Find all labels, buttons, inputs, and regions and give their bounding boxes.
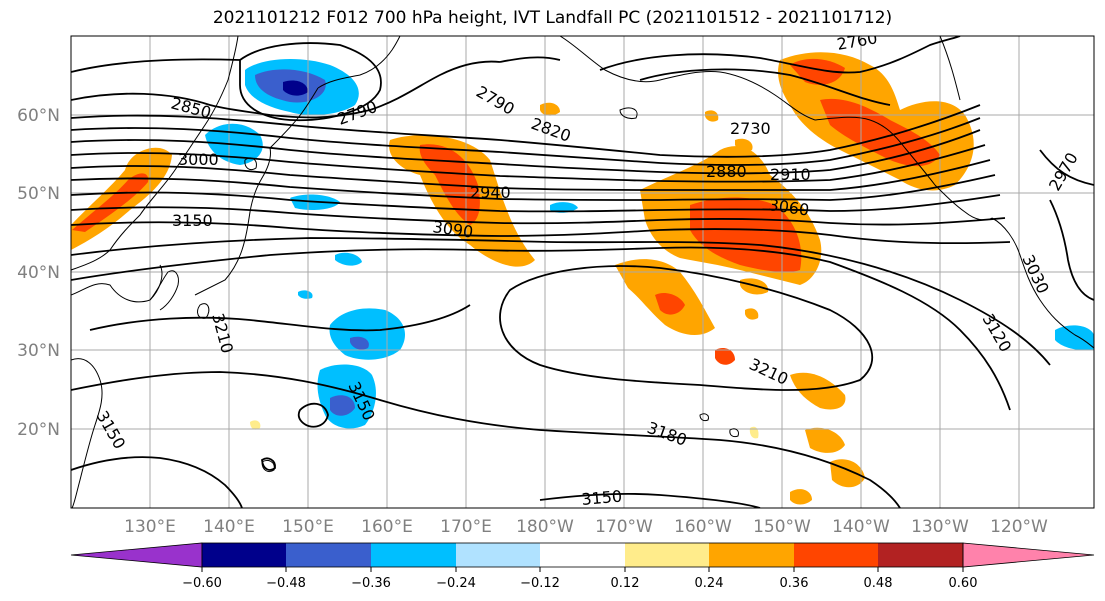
colorbar-tick-label: 0.24 — [695, 576, 724, 591]
ivt-positive-region — [745, 308, 759, 320]
map-frame — [70, 35, 1095, 509]
lat-label-20n: 20°N — [17, 420, 60, 440]
ivt-negative-region — [329, 308, 405, 360]
colorbar-tick-label: −0.36 — [351, 576, 391, 591]
colorbar-segment — [709, 543, 794, 567]
ivt-positive-region — [820, 98, 940, 167]
colorbar-tick-marks — [201, 567, 964, 572]
colorbar-segment — [625, 543, 709, 567]
ivt-negative-region — [550, 202, 578, 213]
ivt-positive-region — [655, 293, 685, 315]
colorbar-tick-label: −0.48 — [266, 576, 306, 591]
height-contours — [71, 36, 1094, 508]
lat-label-60n: 60°N — [17, 106, 60, 126]
ivt-positive-region — [715, 348, 735, 365]
contour-label: 2880 — [706, 162, 747, 181]
colorbar-tick-label: 0.36 — [780, 576, 809, 591]
ivt-positive-region — [250, 420, 261, 430]
ivt-positive-region — [705, 110, 719, 122]
colorbar-tick-labels: −0.60 −0.48 −0.36 −0.24 −0.12 0.12 0.24 … — [182, 576, 977, 591]
colorbar-segment — [540, 543, 625, 567]
lon-label: 180°W — [516, 517, 574, 537]
colorbar-tick-label: 0.12 — [611, 576, 640, 591]
ivt-negative-region — [1055, 325, 1094, 351]
lon-label: 120°W — [990, 517, 1048, 537]
colorbar-tick-label: 0.60 — [949, 576, 978, 591]
lon-label: 130°W — [911, 517, 969, 537]
colorbar-segment — [794, 543, 878, 567]
colorbar-tick-label: −0.24 — [436, 576, 476, 591]
contour-label: 2730 — [730, 119, 771, 138]
colorbar-tick-label: −0.60 — [182, 576, 222, 591]
ivt-positive-region — [805, 427, 845, 453]
ivt-negative-region — [330, 395, 355, 416]
ivt-positive-region — [790, 489, 812, 505]
lon-label: 170°W — [595, 517, 653, 537]
lon-label: 140°E — [203, 517, 255, 537]
colorbar-frame — [201, 542, 964, 568]
longitude-labels: 130°E 140°E 150°E 160°E 170°E 180°W 170°… — [124, 517, 1048, 537]
contour-label: 3150 — [172, 211, 213, 230]
ivt-positive-region — [740, 278, 769, 295]
colorbar-extend-min — [70, 542, 203, 568]
lon-label: 150°W — [753, 517, 811, 537]
colorbar: −0.60 −0.48 −0.36 −0.24 −0.12 0.12 0.24 … — [70, 542, 1095, 591]
ivt-negative-region — [350, 336, 369, 350]
ivt-positive-region — [790, 372, 846, 410]
colorbar-segment — [371, 543, 456, 567]
colorbar-segment — [878, 543, 963, 567]
ivt-negative-region — [335, 252, 362, 266]
lon-label: 130°E — [124, 517, 176, 537]
contour-label: 3150 — [581, 487, 623, 509]
map-title: 2021101212 F012 700 hPa height, IVT Land… — [212, 8, 893, 28]
lat-label-30n: 30°N — [17, 341, 60, 361]
latitude-labels: 60°N 50°N 40°N 30°N 20°N — [17, 106, 60, 440]
graticule — [71, 36, 1094, 508]
colorbar-segment — [202, 543, 286, 567]
lon-label: 170°E — [440, 517, 492, 537]
lat-label-50n: 50°N — [17, 184, 60, 204]
colorbar-tick-label: −0.12 — [520, 576, 560, 591]
ivt-negative-region — [298, 290, 313, 299]
ivt-negative-region — [283, 80, 308, 96]
map-content: 2850 2790 2790 2820 2760 2730 3000 2940 … — [71, 36, 1094, 509]
lat-label-40n: 40°N — [17, 263, 60, 283]
colorbar-segment — [456, 543, 540, 567]
contour-label: 3000 — [178, 150, 219, 169]
ivt-positive-region — [749, 426, 759, 439]
ivt-positive-region — [735, 138, 753, 152]
colorbar-tick-label: 0.48 — [864, 576, 893, 591]
ivt-positive-region — [72, 173, 149, 232]
lon-label: 150°E — [282, 517, 334, 537]
lon-label: 160°E — [361, 517, 413, 537]
contour-label: 2940 — [470, 183, 511, 202]
ivt-positive-region — [690, 197, 802, 273]
contour-label: 2910 — [770, 165, 811, 184]
lon-label: 160°W — [674, 517, 732, 537]
colorbar-segment — [286, 543, 371, 567]
colorbar-extend-max — [962, 542, 1095, 568]
lon-label: 140°W — [832, 517, 890, 537]
